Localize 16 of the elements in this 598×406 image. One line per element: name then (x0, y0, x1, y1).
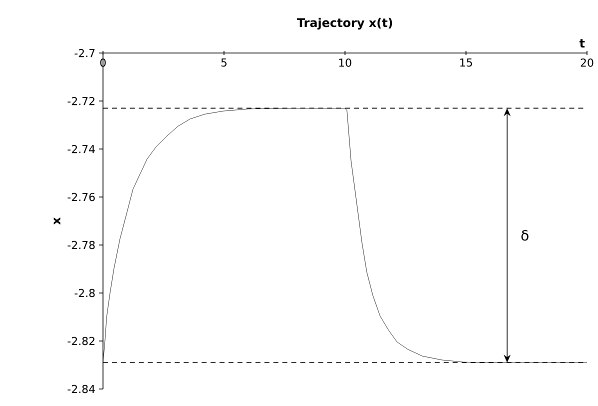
x-tick-label: 20 (580, 58, 594, 67)
x-tick-label: 5 (221, 58, 227, 67)
y-tick-label: -2.74 (68, 144, 95, 154)
annotation: δ (521, 230, 528, 241)
y-tick-label: -2.8 (74, 288, 95, 298)
y-tick-label: -2.7 (74, 48, 95, 58)
y-axis-title: x (54, 217, 60, 225)
y-tick-label: -2.82 (68, 336, 94, 346)
x-tick-label: 10 (339, 58, 352, 67)
y-tick-label: -2.84 (68, 384, 95, 394)
y-tick-label: -2.72 (68, 96, 94, 106)
chart-title: Trajectory x(t) (296, 18, 392, 30)
y-tick-label: -2.78 (68, 240, 95, 250)
x-axis-title: t (579, 39, 585, 48)
x-tick-label: 15 (460, 58, 472, 67)
y-tick-label: -2.76 (68, 192, 95, 202)
